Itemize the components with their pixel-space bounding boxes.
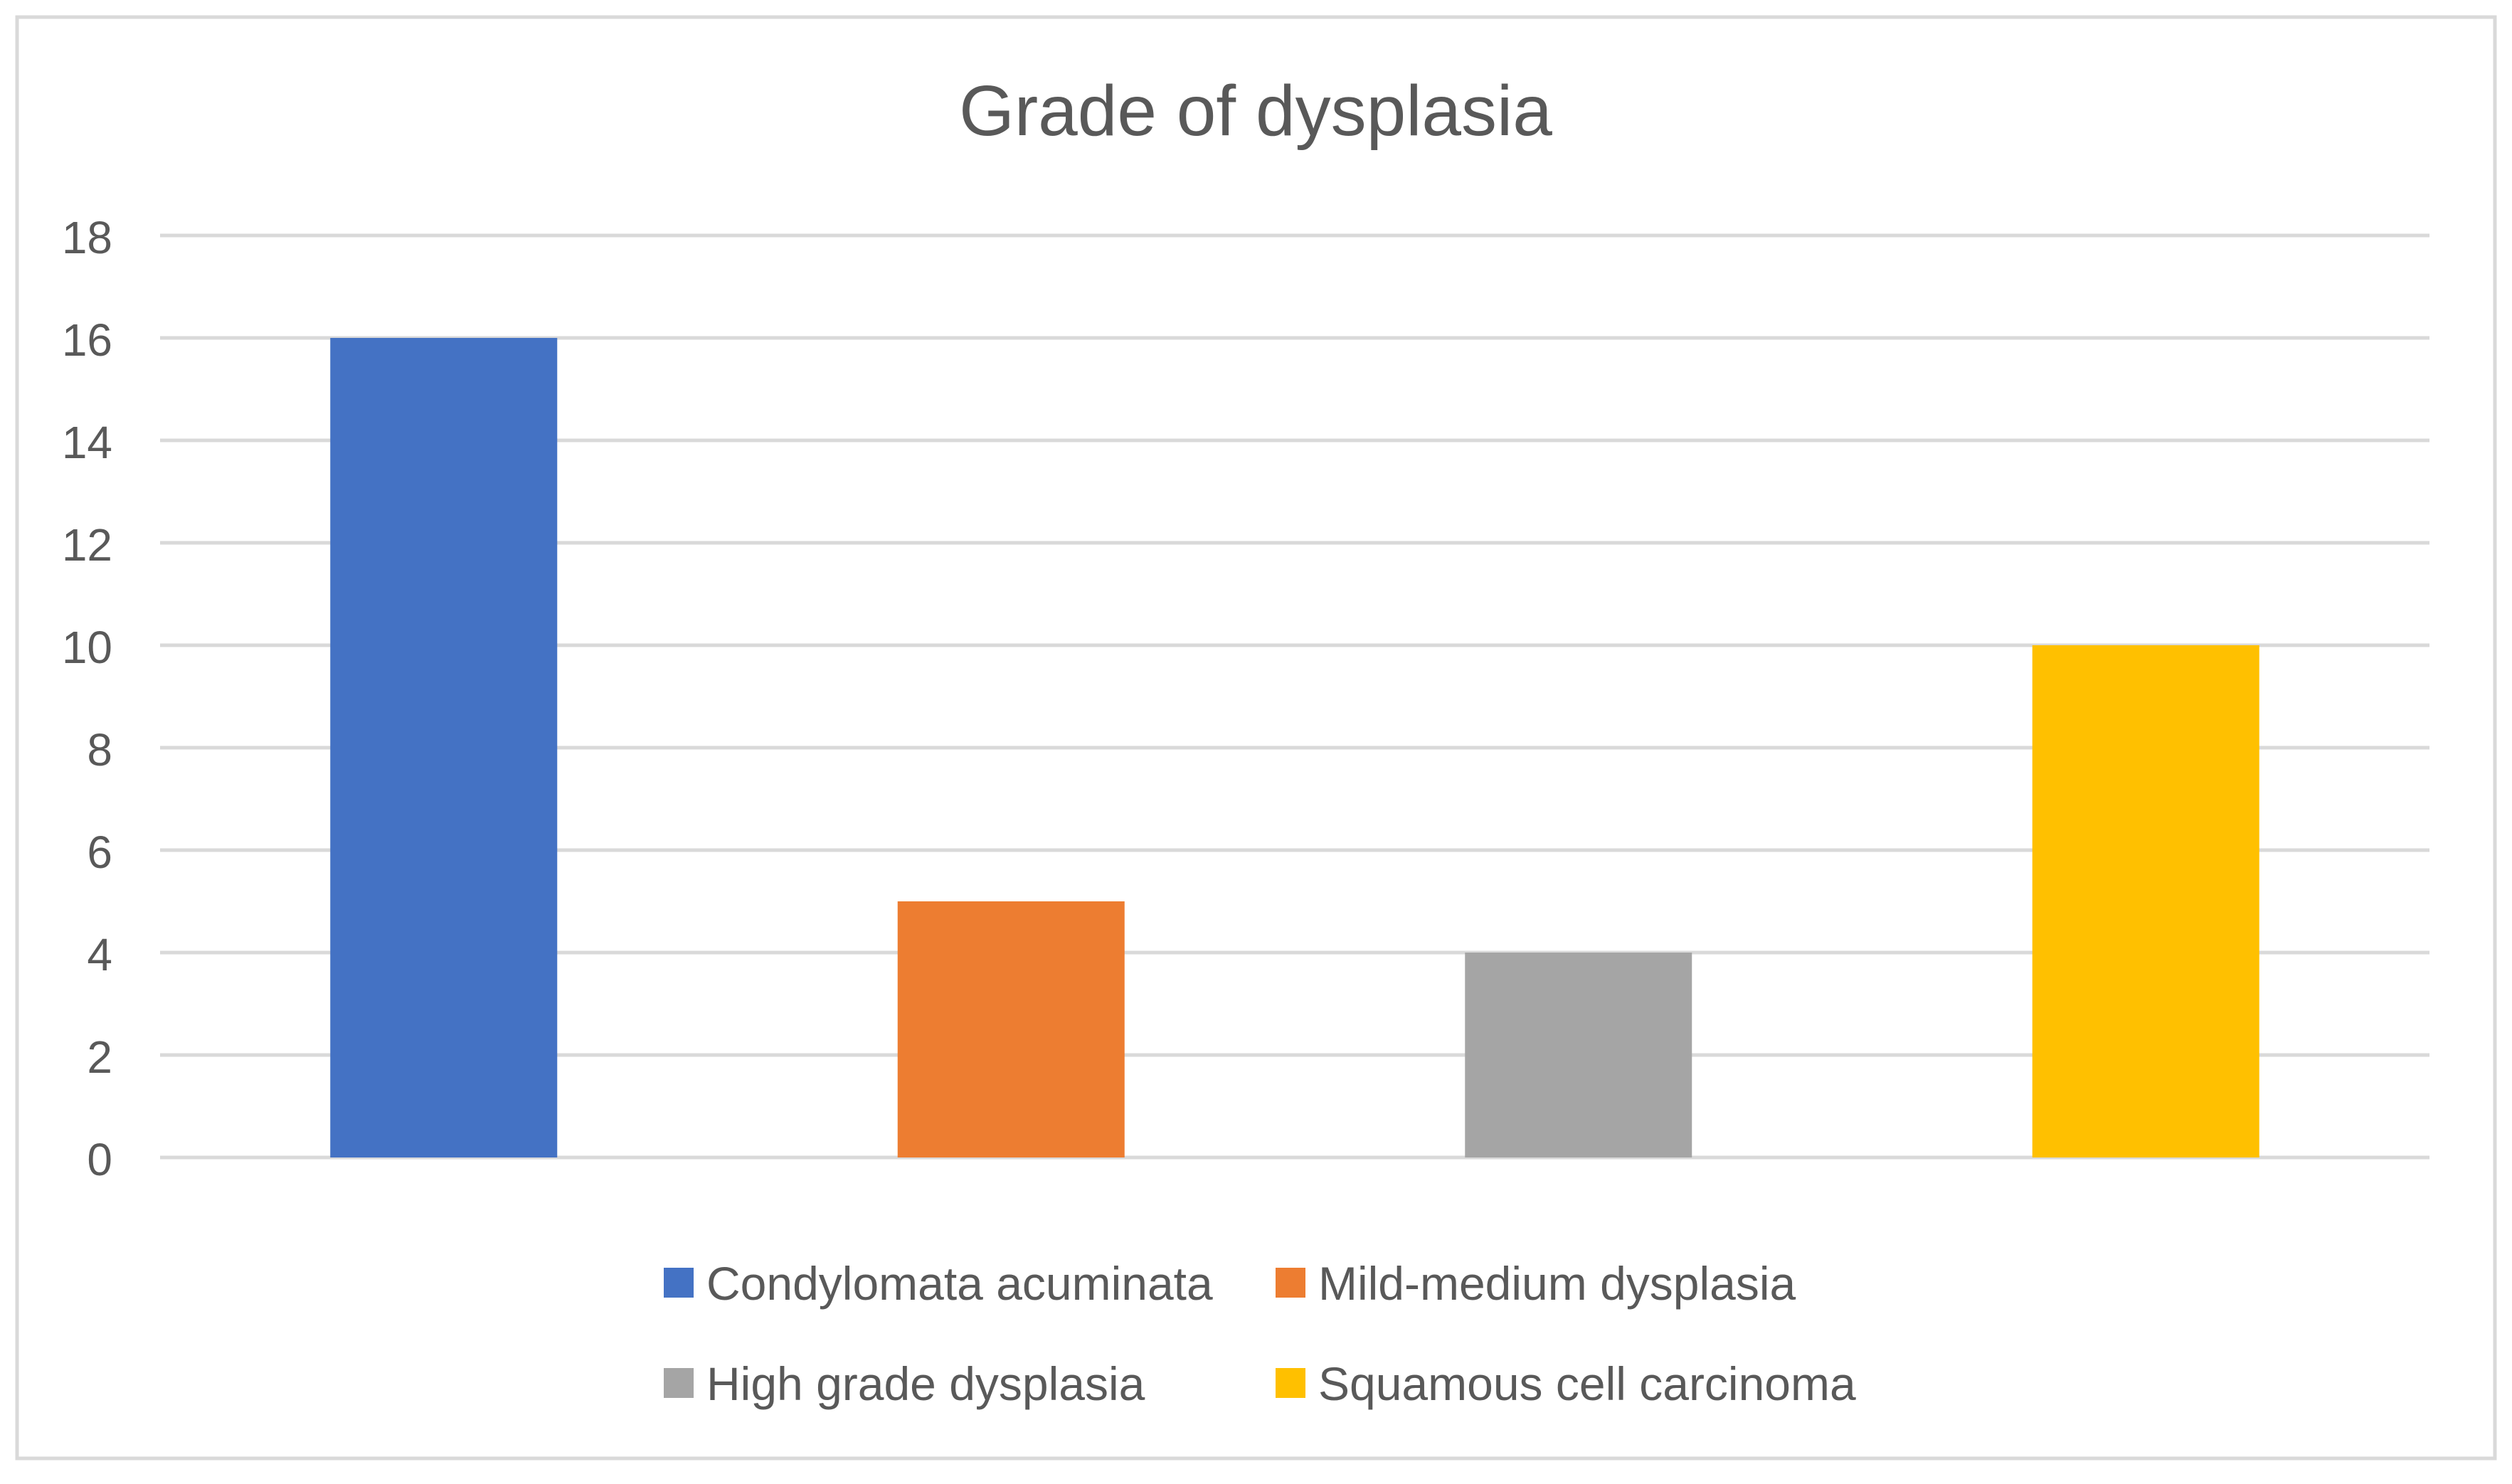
legend: Condylomata acuminata Mild-medium dysplas… — [664, 1257, 1856, 1410]
y-axis-tick-labels: 0 2 4 6 8 10 12 14 16 18 — [62, 212, 112, 1185]
y-tick-label: 14 — [62, 417, 112, 468]
y-tick-label: 16 — [62, 314, 112, 366]
legend-swatch — [1276, 1268, 1305, 1298]
y-tick-label: 4 — [87, 929, 112, 980]
legend-label: Mild-medium dysplasia — [1318, 1257, 1796, 1310]
legend-item: Mild-medium dysplasia — [1276, 1257, 1796, 1310]
legend-item: High grade dysplasia — [664, 1357, 1145, 1410]
y-tick-label: 2 — [87, 1032, 112, 1083]
y-tick-label: 12 — [62, 519, 112, 571]
legend-swatch — [664, 1268, 694, 1298]
bar-mild-medium-dysplasia — [897, 901, 1125, 1157]
legend-swatch — [1276, 1368, 1305, 1398]
bar-condylomata-acuminata — [330, 338, 558, 1157]
y-tick-label: 0 — [87, 1134, 112, 1185]
legend-label: Condylomata acuminata — [706, 1257, 1213, 1310]
legend-item: Squamous cell carcinoma — [1276, 1357, 1856, 1410]
y-tick-label: 10 — [62, 622, 112, 673]
bar-high-grade-dysplasia — [1465, 953, 1692, 1157]
legend-label: Squamous cell carcinoma — [1318, 1357, 1856, 1410]
legend-label: High grade dysplasia — [706, 1357, 1145, 1410]
y-tick-label: 18 — [62, 212, 112, 263]
chart-title: Grade of dysplasia — [959, 71, 1552, 151]
legend-item: Condylomata acuminata — [664, 1257, 1213, 1310]
y-tick-label: 8 — [87, 724, 112, 775]
legend-swatch — [664, 1368, 694, 1398]
y-tick-label: 6 — [87, 827, 112, 878]
bars — [330, 338, 2259, 1157]
bar-squamous-cell-carcinoma — [2032, 645, 2259, 1157]
